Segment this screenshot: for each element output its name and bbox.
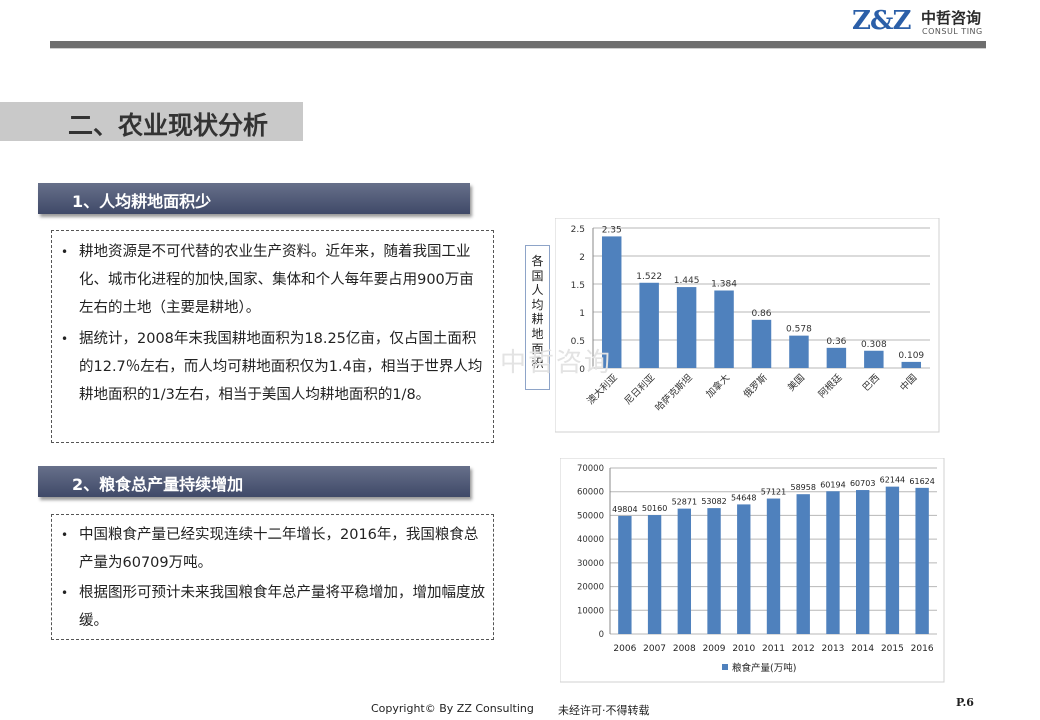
chart1-bar <box>714 290 734 368</box>
chart1-y-tick: 2.5 <box>571 225 585 235</box>
chart1-value-label: 1.384 <box>711 279 737 289</box>
chart1-bar <box>864 350 884 368</box>
chart1-y-tick: 0 <box>579 365 585 375</box>
chart2-bar <box>796 494 810 634</box>
company-name-cn: 中哲咨询 <box>921 9 982 27</box>
company-name-en: CONSUL TING <box>922 27 983 36</box>
chart2-y-tick: 10000 <box>577 606 604 616</box>
chart1-y-tick: 1 <box>579 309 585 319</box>
chart2-bar <box>766 498 781 634</box>
chart2-legend-label: 粮食产量(万吨) <box>732 662 796 674</box>
chart1-y-tick: 0.5 <box>571 337 585 347</box>
chart2-category-label: 2012 <box>792 644 815 654</box>
chart2-value-label: 60703 <box>850 479 875 488</box>
chart2-bar <box>855 490 870 634</box>
chart2-category-label: 2014 <box>851 644 874 654</box>
chart-grain-output: 0 10000 20000 30000 40000 50000 60000 70000 4980… <box>559 457 945 687</box>
chart2-category-label: 2009 <box>703 644 726 654</box>
chart1-value-label: 0.86 <box>751 309 771 319</box>
chart2-value-label: 49804 <box>612 505 637 514</box>
chart2-category-label: 2007 <box>643 644 666 654</box>
bullet-item: • 中国粮食产量已经实现连续十二年增长，2016年，我国粮食总产量为60709万… <box>61 521 487 577</box>
chart1-y-tick: 2 <box>579 253 585 263</box>
chart2-bar <box>826 491 840 634</box>
chart1-value-label: 0.578 <box>786 325 812 335</box>
bullet-dot-icon: • <box>61 528 69 542</box>
chart2-category-label: 2011 <box>762 644 785 654</box>
chart2-category-label: 2010 <box>732 644 755 654</box>
bullet-item: • 根据图形可预计未来我国粮食年总产量将平稳增加，增加幅度放缓。 <box>61 579 487 635</box>
bullet-item: • 耕地资源是不可代替的农业生产资料。近年来，随着我国工业化、城市化进程的加快,… <box>61 238 487 322</box>
chart2-value-label: 54648 <box>731 493 756 502</box>
chart2-value-label: 52871 <box>672 498 697 507</box>
chart1-bar <box>826 347 847 368</box>
chart1-value-label: 2.35 <box>602 225 622 235</box>
chart1-bar <box>751 319 772 368</box>
chart1-bar <box>789 335 809 368</box>
footer-copyright: Copyright© By ZZ Consulting <box>371 702 534 715</box>
chart1-svg: 00.511.522.5 2.35澳大利亚1.522尼日利亚1.445哈萨克斯坦1… <box>554 217 940 433</box>
chart2-category-label: 2006 <box>613 644 636 654</box>
subsection-header-1: 1、人均耕地面积少 <box>38 183 470 214</box>
chart2-category-label: 2008 <box>673 644 696 654</box>
chart2-value-label: 57121 <box>761 488 786 497</box>
chart2-bar <box>618 515 632 634</box>
chart2-y-tick: 60000 <box>577 488 604 498</box>
section-title-bar <box>0 102 303 141</box>
page-number: P.6 <box>956 696 974 709</box>
chart2-category-label: 2015 <box>881 644 904 654</box>
chart2-category-label: 2013 <box>822 644 845 654</box>
chart1-value-label: 0.109 <box>898 351 924 361</box>
chart2-y-tick: 30000 <box>577 559 604 569</box>
chart2-value-label: 61624 <box>909 477 934 486</box>
watermark: 中哲咨询 <box>500 348 613 378</box>
bullet-dot-icon: • <box>61 245 69 259</box>
chart2-category-label: 2016 <box>911 644 934 654</box>
chart1-bar <box>601 236 622 368</box>
chart2-value-label: 58958 <box>791 483 816 492</box>
chart2-y-tick: 40000 <box>577 535 604 545</box>
subsection-title-2: 2、粮食总产量持续增加 <box>72 475 244 494</box>
chart2-value-label: 60194 <box>820 480 845 489</box>
chart2-bar <box>915 487 929 634</box>
chart2-svg: 0 10000 20000 30000 40000 50000 60000 70000 4980… <box>559 457 945 683</box>
chart1-value-label: 1.445 <box>674 276 700 286</box>
chart1-bar <box>676 287 697 368</box>
bullet-dot-icon: • <box>61 332 69 346</box>
chart1-value-label: 0.36 <box>826 337 846 347</box>
chart1-value-label: 1.522 <box>636 272 662 282</box>
text-box-1: • 耕地资源是不可代替的农业生产资料。近年来，随着我国工业化、城市化进程的加快,… <box>51 230 494 443</box>
header-divider <box>50 41 986 49</box>
bullet-item: • 据统计，2008年末我国耕地面积为18.25亿亩，仅占国土面积的12.7％左… <box>61 325 487 409</box>
chart-per-capita-farmland: 0 0.5 1 1.5 2 2.5 2.35 澳大利亚 1.522 尼日利亚 1.445 哈萨克斯坦 1… <box>554 217 940 437</box>
chart2-value-label: 53082 <box>701 497 726 506</box>
chart2-y-tick: 70000 <box>577 464 604 474</box>
chart2-y-tick: 50000 <box>577 511 604 521</box>
section-title: 二、农业现状分析 <box>68 111 269 140</box>
chart2-bar <box>885 486 900 634</box>
chart2-bar <box>677 508 692 634</box>
chart1-bar <box>901 361 922 368</box>
chart1-value-label: 0.308 <box>861 340 887 350</box>
chart1-bar <box>639 282 659 368</box>
footer-notice: 未经许可·不得转载 <box>558 704 650 717</box>
chart2-bar <box>647 515 662 634</box>
chart2-value-label: 50160 <box>642 504 667 513</box>
chart2-y-tick: 20000 <box>577 583 604 593</box>
chart2-bar <box>737 504 751 634</box>
subsection-title-1: 1、人均耕地面积少 <box>72 192 212 211</box>
chart1-y-tick: 1.5 <box>571 281 585 291</box>
chart1-side-label-box: 各国人均耕地面积 <box>525 245 550 390</box>
chart2-bar <box>707 508 721 634</box>
company-logo: Z&Z <box>852 6 911 36</box>
chart2-value-label: 62144 <box>880 476 905 485</box>
bullet-dot-icon: • <box>61 586 69 600</box>
chart2-y-tick: 0 <box>599 630 604 640</box>
chart2-legend-swatch <box>722 664 728 670</box>
text-box-2: • 中国粮食产量已经实现连续十二年增长，2016年，我国粮食总产量为60709万… <box>51 514 494 640</box>
chart1-side-label: 各国人均耕地面积 <box>531 254 544 371</box>
subsection-header-2: 2、粮食总产量持续增加 <box>38 466 470 497</box>
